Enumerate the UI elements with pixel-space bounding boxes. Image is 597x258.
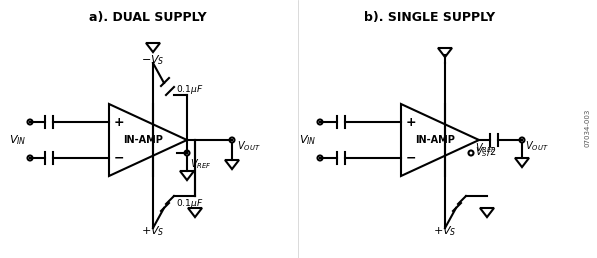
Text: $V_{IN}$: $V_{IN}$	[9, 133, 27, 147]
Text: $V_{REF}$: $V_{REF}$	[190, 157, 212, 171]
Text: $V_{OUT}$: $V_{OUT}$	[237, 139, 261, 153]
Text: +: +	[406, 116, 416, 128]
Text: $+V_S$: $+V_S$	[433, 224, 457, 238]
Text: $V_S/2$: $V_S/2$	[475, 145, 497, 159]
Text: IN-AMP: IN-AMP	[415, 135, 455, 145]
Text: $-V_S$: $-V_S$	[141, 53, 165, 67]
Text: $0.1\mu F$: $0.1\mu F$	[176, 84, 204, 96]
Text: $V_{IN}$: $V_{IN}$	[299, 133, 317, 147]
Text: $+V_S$: $+V_S$	[141, 224, 165, 238]
Text: $0.1\mu F$: $0.1\mu F$	[176, 198, 204, 211]
Text: b). SINGLE SUPPLY: b). SINGLE SUPPLY	[364, 12, 496, 25]
Text: $V_{REF}$: $V_{REF}$	[475, 141, 497, 155]
Text: 07034-003: 07034-003	[584, 109, 590, 147]
Text: $V_{OUT}$: $V_{OUT}$	[525, 139, 549, 153]
Text: +: +	[113, 116, 124, 128]
Text: IN-AMP: IN-AMP	[123, 135, 163, 145]
Text: −: −	[406, 151, 416, 165]
Text: a). DUAL SUPPLY: a). DUAL SUPPLY	[89, 12, 207, 25]
Text: −: −	[114, 151, 124, 165]
